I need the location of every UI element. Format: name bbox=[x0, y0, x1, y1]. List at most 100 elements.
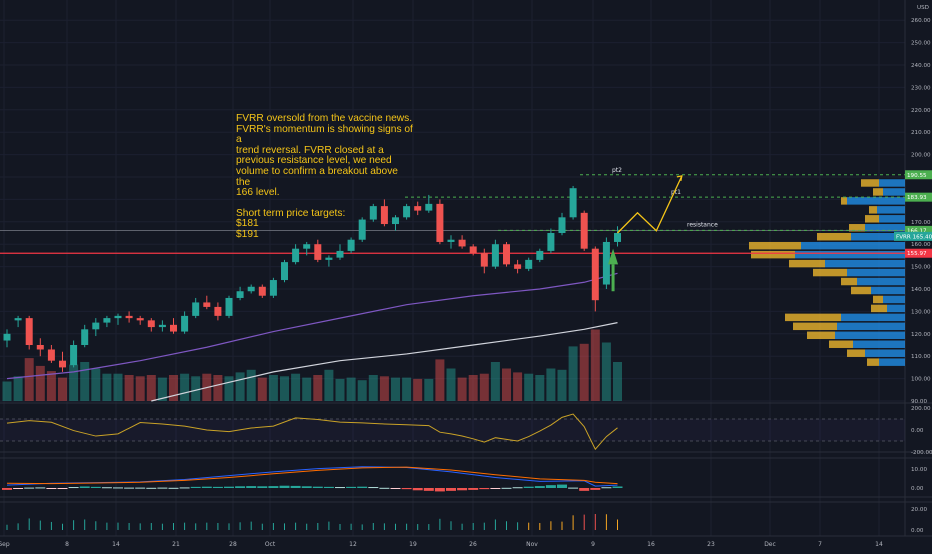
volume-profile-bar bbox=[841, 313, 905, 322]
volume-profile-bar bbox=[871, 304, 887, 313]
macd-histogram-bar bbox=[479, 488, 490, 490]
volume-bar bbox=[557, 369, 567, 401]
price-tick-label: 100.00 bbox=[911, 377, 931, 383]
volume-profile-bar bbox=[865, 349, 905, 357]
currency-label: USD bbox=[917, 5, 929, 11]
volume-bar bbox=[468, 375, 478, 401]
volume-bar bbox=[169, 375, 178, 401]
volume-profile-bar bbox=[879, 179, 905, 187]
volume-bar bbox=[157, 377, 167, 401]
volume-bar bbox=[213, 375, 223, 401]
candle-body bbox=[292, 248, 300, 263]
macd-histogram-bar bbox=[423, 488, 434, 491]
cci-line bbox=[6, 413, 618, 451]
indicator-scale-label: 20.00 bbox=[911, 507, 927, 513]
volume-bar bbox=[413, 378, 423, 401]
volume-profile-bar bbox=[789, 259, 825, 268]
volume-bar bbox=[257, 377, 267, 401]
macd-histogram-bar bbox=[201, 486, 212, 488]
volume-bar bbox=[191, 376, 201, 401]
macd-histogram-bar bbox=[390, 488, 401, 489]
time-axis-label: 26 bbox=[469, 541, 477, 548]
macd-histogram-bar bbox=[135, 487, 146, 489]
price-tick-label: 250.00 bbox=[911, 41, 931, 47]
macd-histogram-bar bbox=[24, 487, 35, 489]
volume-profile-bar bbox=[877, 206, 905, 214]
candle-body bbox=[503, 244, 510, 265]
volume-bar bbox=[379, 376, 389, 401]
candle-body bbox=[369, 206, 377, 220]
time-axis-label: Nov bbox=[526, 541, 538, 548]
candle-body bbox=[181, 315, 189, 332]
volume-bar bbox=[568, 346, 578, 401]
volume-profile-bar bbox=[829, 340, 853, 348]
time-axis-label: 16 bbox=[647, 541, 655, 548]
volume-bar bbox=[446, 368, 456, 401]
macd-histogram-bar bbox=[68, 487, 79, 489]
candle-body bbox=[25, 318, 33, 345]
volume-bar bbox=[58, 377, 67, 401]
macd-histogram-bar bbox=[146, 487, 157, 489]
volume-profile-bar bbox=[857, 277, 905, 286]
candle-body bbox=[236, 291, 244, 298]
volume-profile-bar bbox=[849, 224, 865, 232]
time-axis-label: 14 bbox=[875, 541, 883, 548]
macd-histogram-bar bbox=[190, 486, 201, 488]
candle-body bbox=[358, 219, 366, 240]
candle-body bbox=[414, 206, 422, 211]
candle-body bbox=[547, 233, 555, 251]
time-axis-label: 23 bbox=[707, 541, 715, 548]
volume-profile-bar bbox=[851, 233, 905, 241]
price-tick-label: 200.00 bbox=[911, 153, 931, 159]
candle-body bbox=[525, 259, 533, 269]
macd-histogram-bar bbox=[545, 485, 556, 488]
volume-profile-bar bbox=[873, 295, 883, 304]
macd-histogram-bar bbox=[490, 488, 501, 489]
cci-scale-label: 0.00 bbox=[911, 428, 924, 434]
candle-body bbox=[114, 315, 122, 319]
volume-bar bbox=[235, 372, 245, 401]
candle-body bbox=[3, 333, 11, 341]
candle-body bbox=[447, 239, 455, 242]
volume-profile-bar bbox=[813, 268, 847, 277]
volume-bar bbox=[2, 381, 12, 401]
volume-bar bbox=[357, 380, 367, 401]
macd-histogram-bar bbox=[368, 487, 379, 489]
candle-body bbox=[36, 345, 44, 350]
volume-profile-bar bbox=[785, 313, 841, 322]
candle-body bbox=[602, 241, 610, 285]
volume-profile-bar bbox=[793, 322, 837, 331]
volume-bar bbox=[368, 375, 378, 401]
volume-bar bbox=[91, 368, 101, 401]
candle-body bbox=[347, 239, 355, 251]
volume-bar bbox=[613, 362, 622, 401]
macd-scale-label: 10.00 bbox=[911, 467, 927, 473]
candle-body bbox=[458, 239, 466, 247]
volume-bar bbox=[402, 377, 412, 401]
volume-bar bbox=[490, 362, 500, 401]
candle-body bbox=[247, 286, 255, 292]
volume-profile-bar bbox=[795, 250, 905, 259]
candle-body bbox=[158, 324, 166, 328]
price-badge bbox=[905, 192, 932, 202]
volume-profile-bar bbox=[825, 259, 905, 268]
price-tick-label: 230.00 bbox=[911, 85, 931, 91]
candle-body bbox=[125, 315, 133, 319]
volume-bar bbox=[124, 375, 134, 401]
volume-bar bbox=[457, 377, 467, 401]
time-axis-label: 28 bbox=[229, 541, 237, 548]
volume-bar bbox=[502, 368, 511, 401]
volume-bar bbox=[146, 375, 156, 401]
price-badge bbox=[905, 170, 932, 180]
macd-histogram-bar bbox=[401, 488, 412, 490]
candle-body bbox=[514, 264, 522, 269]
candle-body bbox=[569, 188, 577, 218]
volume-profile-bar bbox=[853, 340, 905, 348]
volume-bar bbox=[13, 376, 23, 401]
macd-histogram-bar bbox=[468, 488, 479, 490]
candle-body bbox=[558, 217, 566, 233]
time-axis-label: Oct bbox=[265, 541, 276, 548]
macd-histogram-bar bbox=[534, 486, 545, 488]
